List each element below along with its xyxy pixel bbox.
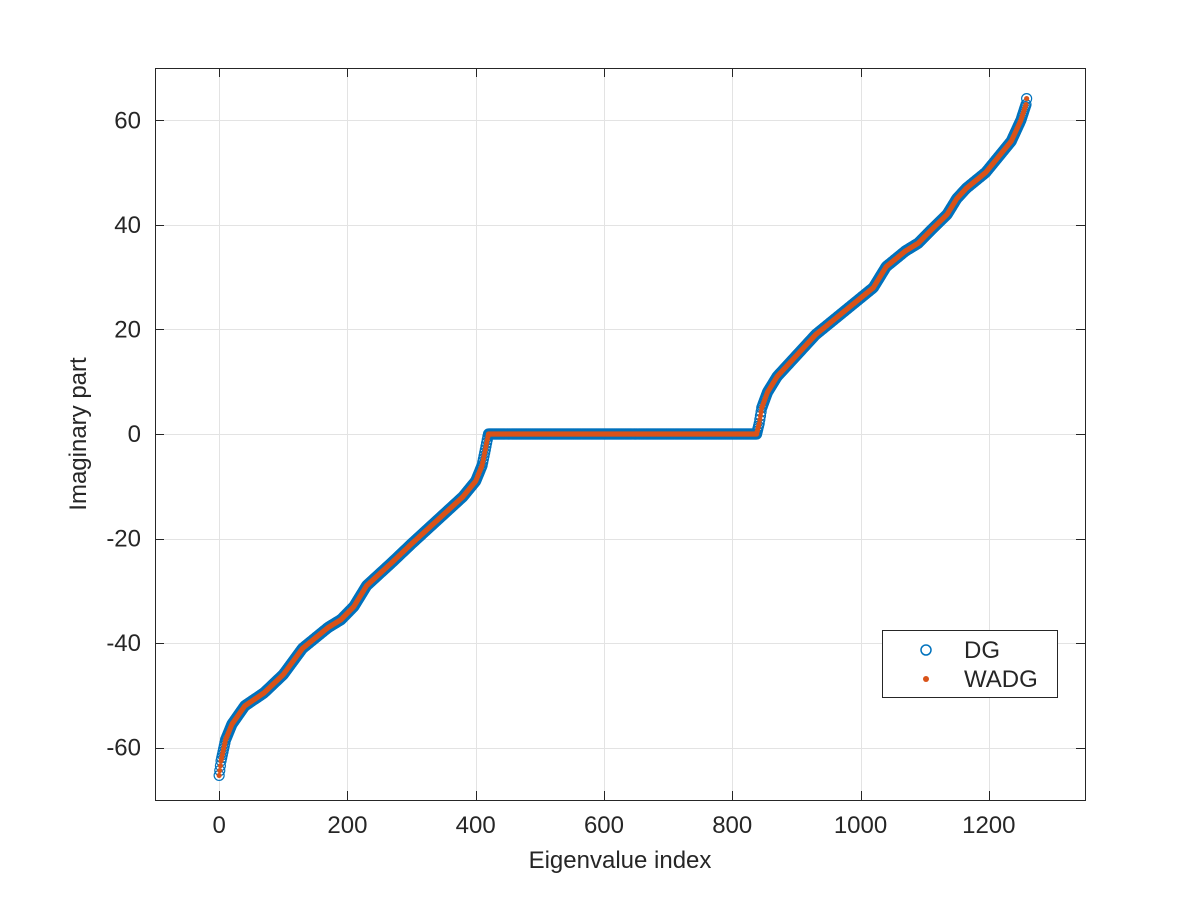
y-tick-label: -60 xyxy=(106,735,141,762)
y-tick-label: 60 xyxy=(114,107,141,134)
legend-marker-wadg xyxy=(923,676,929,682)
x-tick-label: 400 xyxy=(456,812,496,839)
x-tick-label: 200 xyxy=(327,812,367,839)
legend-label-wadg: WADG xyxy=(964,666,1038,693)
x-tick-label: 0 xyxy=(212,812,225,839)
y-tick-label: 40 xyxy=(114,212,141,239)
y-tick-label: 20 xyxy=(114,316,141,343)
legend-label-dg: DG xyxy=(964,637,1000,664)
y-tick-label: -40 xyxy=(106,630,141,657)
wadg-point xyxy=(758,409,764,415)
y-tick-label: 0 xyxy=(128,421,141,448)
wadg-point xyxy=(1024,95,1030,102)
wadg-point xyxy=(757,413,764,419)
y-tick-label: -20 xyxy=(106,526,141,553)
x-tick-label: 600 xyxy=(584,812,624,839)
wadg-point xyxy=(216,772,222,779)
legend: DG WADG xyxy=(882,630,1058,698)
data-points xyxy=(213,92,1033,782)
wadg-point xyxy=(217,767,223,774)
wadg-point xyxy=(756,420,762,427)
x-tick-label: 800 xyxy=(712,812,752,839)
x-axis-label: Eigenvalue index xyxy=(529,847,712,874)
x-tick-label: 1200 xyxy=(962,812,1015,839)
legend-marker-dg xyxy=(920,644,932,656)
axis-ticks: 0 200 400 600 800 1000 1200 -60 -40 -20 0 20 40 60 xyxy=(106,68,1085,839)
y-axis-label: Imaginary part xyxy=(65,357,92,511)
wadg-point xyxy=(757,417,763,423)
wadg-point xyxy=(217,763,224,769)
series-wadg xyxy=(216,95,1030,779)
legend-box xyxy=(882,630,1058,698)
wadg-point xyxy=(1023,102,1029,108)
x-tick-label: 1000 xyxy=(834,812,887,839)
